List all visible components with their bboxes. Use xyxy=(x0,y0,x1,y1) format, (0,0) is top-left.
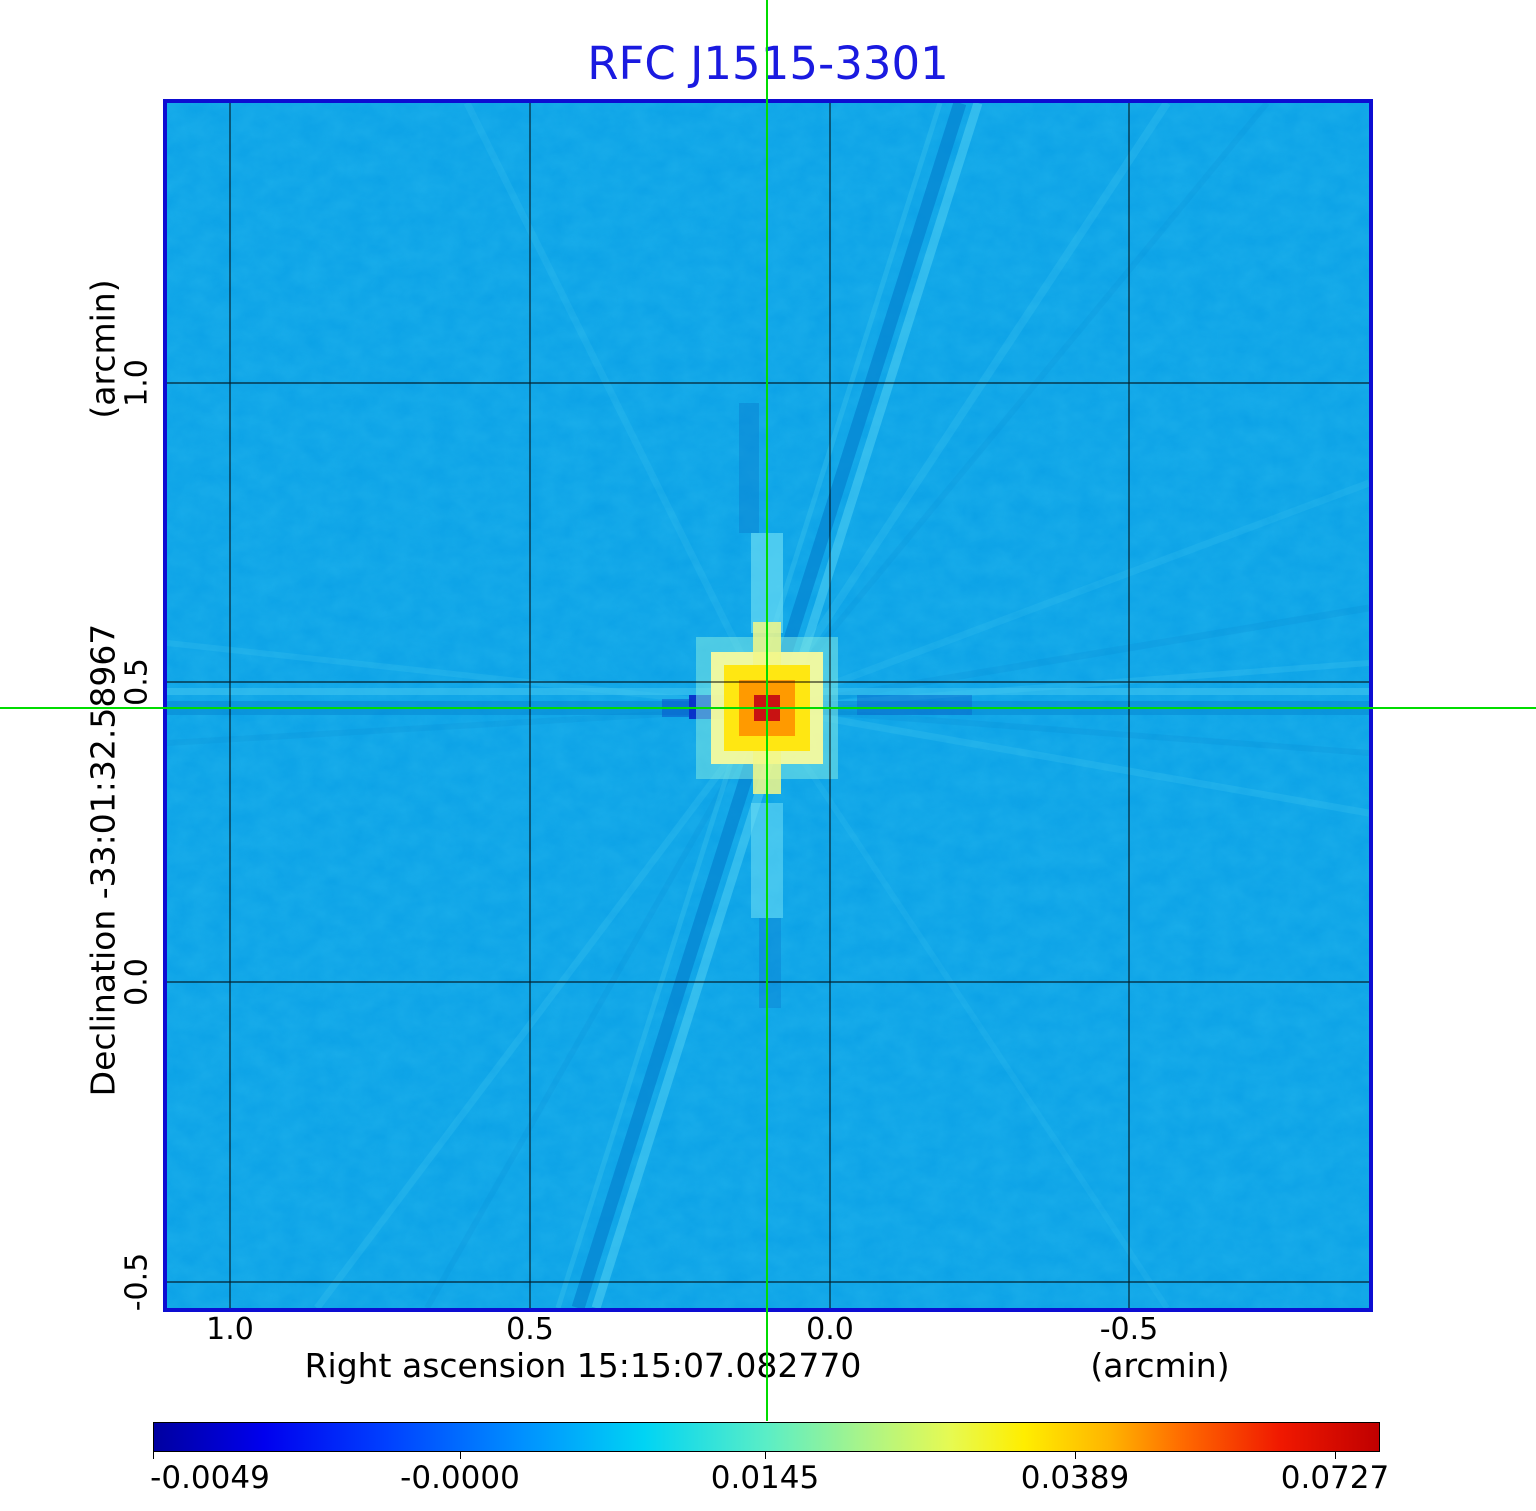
colorbar-tick xyxy=(765,1452,766,1459)
x-tick-label-1: 1.0 xyxy=(206,1312,254,1347)
sidelobe-spokes xyxy=(167,103,1369,1308)
colorbar-tick xyxy=(460,1452,461,1459)
crosshair-horizontal-line xyxy=(0,707,1536,709)
x-axis-label: Right ascension 15:15:07.082770 xyxy=(304,1346,862,1385)
colorbar-tick-label-4: 0.0389 xyxy=(1020,1460,1130,1496)
colorbar-tick xyxy=(153,1452,154,1459)
plot-frame xyxy=(163,99,1373,1312)
plot-title: RFC J1515-3301 xyxy=(587,37,949,90)
colorbar-tick-label-3: 0.0145 xyxy=(710,1460,820,1496)
colorbar-tick-label-5: 0.0727 xyxy=(1280,1460,1390,1496)
y-tick-label-2: 0.5 xyxy=(119,658,155,706)
x-tick-label-3: 0.0 xyxy=(806,1312,854,1347)
colorbar-tick-label-2: -0.0000 xyxy=(400,1460,520,1496)
colorbar-tick xyxy=(1335,1452,1336,1459)
x-tick-label-4: -0.5 xyxy=(1099,1312,1159,1347)
colorbar-tick xyxy=(1075,1452,1076,1459)
crosshair-vertical-line xyxy=(766,0,768,1421)
colorbar-tick-label-1: -0.0049 xyxy=(150,1460,270,1496)
colorbar-gradient xyxy=(153,1422,1380,1452)
y-axis-label: Declination -33:01:32.58967 xyxy=(83,623,123,1097)
x-tick-label-2: 0.5 xyxy=(506,1312,554,1347)
y-tick-label-3: 0.0 xyxy=(119,958,155,1006)
y-axis-unit: (arcmin) xyxy=(83,279,123,419)
y-tick-label-1: 1.0 xyxy=(119,359,155,407)
grid-lines xyxy=(167,103,1369,1308)
x-axis-unit: (arcmin) xyxy=(1090,1346,1230,1385)
sky-image xyxy=(167,103,1369,1308)
y-tick-label-4: -0.5 xyxy=(119,1252,155,1312)
